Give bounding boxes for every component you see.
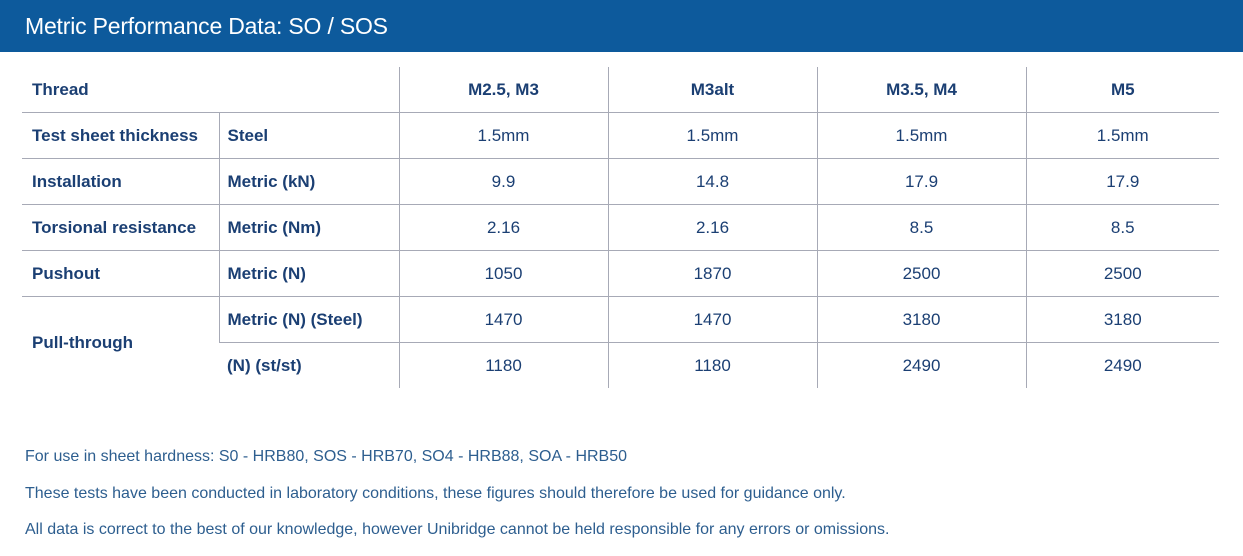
table-cell: 2500	[816, 250, 1026, 297]
table-cell: 1.5mm	[398, 112, 608, 159]
table-row: Pull-through Metric (N) (Steel) 1470 147…	[22, 296, 1219, 352]
table-row: Test sheet thickness Steel 1.5mm 1.5mm 1…	[22, 112, 1219, 159]
table-cell: 2490	[1025, 342, 1219, 388]
table-cell: 17.9	[816, 158, 1026, 205]
table-cell: 14.8	[607, 158, 817, 205]
table-cell: 1.5mm	[607, 112, 817, 159]
table-cell: 2490	[816, 342, 1026, 388]
row-label: Installation	[22, 158, 219, 205]
column-header: M3.5, M4	[816, 67, 1026, 113]
table-cell: 1050	[398, 250, 608, 297]
table-cell: 1.5mm	[1025, 112, 1219, 159]
footnote: For use in sheet hardness: S0 - HRB80, S…	[25, 448, 628, 465]
table-header-row: Thread M2.5, M3 M3alt M3.5, M4 M5	[22, 67, 1219, 113]
row-sublabel: Steel	[218, 112, 399, 159]
row-sublabel: (N) (st/st)	[227, 355, 302, 375]
row-label: Pushout	[22, 250, 219, 297]
table-row: Torsional resistance Metric (Nm) 2.16 2.…	[22, 204, 1219, 251]
table-cell: 1180	[398, 342, 608, 388]
table-cell: 8.5	[1025, 204, 1219, 251]
table-cell: 1180	[607, 342, 817, 388]
row-sublabel: Metric (kN)	[218, 158, 399, 205]
table-cell: 2500	[1025, 250, 1219, 297]
table-cell: 1470	[398, 296, 608, 343]
table-cell: 2.16	[607, 204, 817, 251]
table-cell: 8.5	[816, 204, 1026, 251]
table-cell: 1470	[607, 296, 817, 343]
table-row: Installation Metric (kN) 9.9 14.8 17.9 1…	[22, 158, 1219, 205]
title-bar: Metric Performance Data: SO / SOS	[0, 0, 1243, 52]
footnote: These tests have been conducted in labor…	[25, 484, 846, 502]
table-cell: 3180	[816, 296, 1026, 343]
row-label: Torsional resistance	[22, 204, 219, 251]
performance-table: Thread M2.5, M3 M3alt M3.5, M4 M5 Test s…	[22, 67, 1219, 388]
column-header: M2.5, M3	[398, 67, 608, 113]
column-header: M5	[1025, 67, 1219, 113]
table-row: (N) (st/st) 1180 1180 2490 2490	[22, 342, 1219, 388]
table-cell: 17.9	[1025, 158, 1219, 205]
row-sublabel: Metric (N) (Steel)	[218, 296, 399, 343]
performance-table-container: Thread M2.5, M3 M3alt M3.5, M4 M5 Test s…	[22, 67, 1219, 388]
row-sublabel: Metric (N)	[218, 250, 399, 297]
footnote: All data is correct to the best of our k…	[25, 521, 890, 538]
table-cell: 1.5mm	[816, 112, 1026, 159]
table-row: Pushout Metric (N) 1050 1870 2500 2500	[22, 250, 1219, 297]
page-title: Metric Performance Data: SO / SOS	[25, 12, 388, 39]
table-cell: 3180	[1025, 296, 1219, 343]
row-label: Pull-through	[32, 332, 134, 352]
table-cell: 2.16	[398, 204, 608, 251]
thread-header: Thread	[22, 67, 399, 113]
row-sublabel: Metric (Nm)	[218, 204, 399, 251]
table-cell: 1870	[607, 250, 817, 297]
table-cell: 9.9	[398, 158, 608, 205]
column-header: M3alt	[607, 67, 817, 113]
row-label: Test sheet thickness	[22, 112, 219, 159]
footnotes: For use in sheet hardness: S0 - HRB80, S…	[25, 446, 889, 556]
